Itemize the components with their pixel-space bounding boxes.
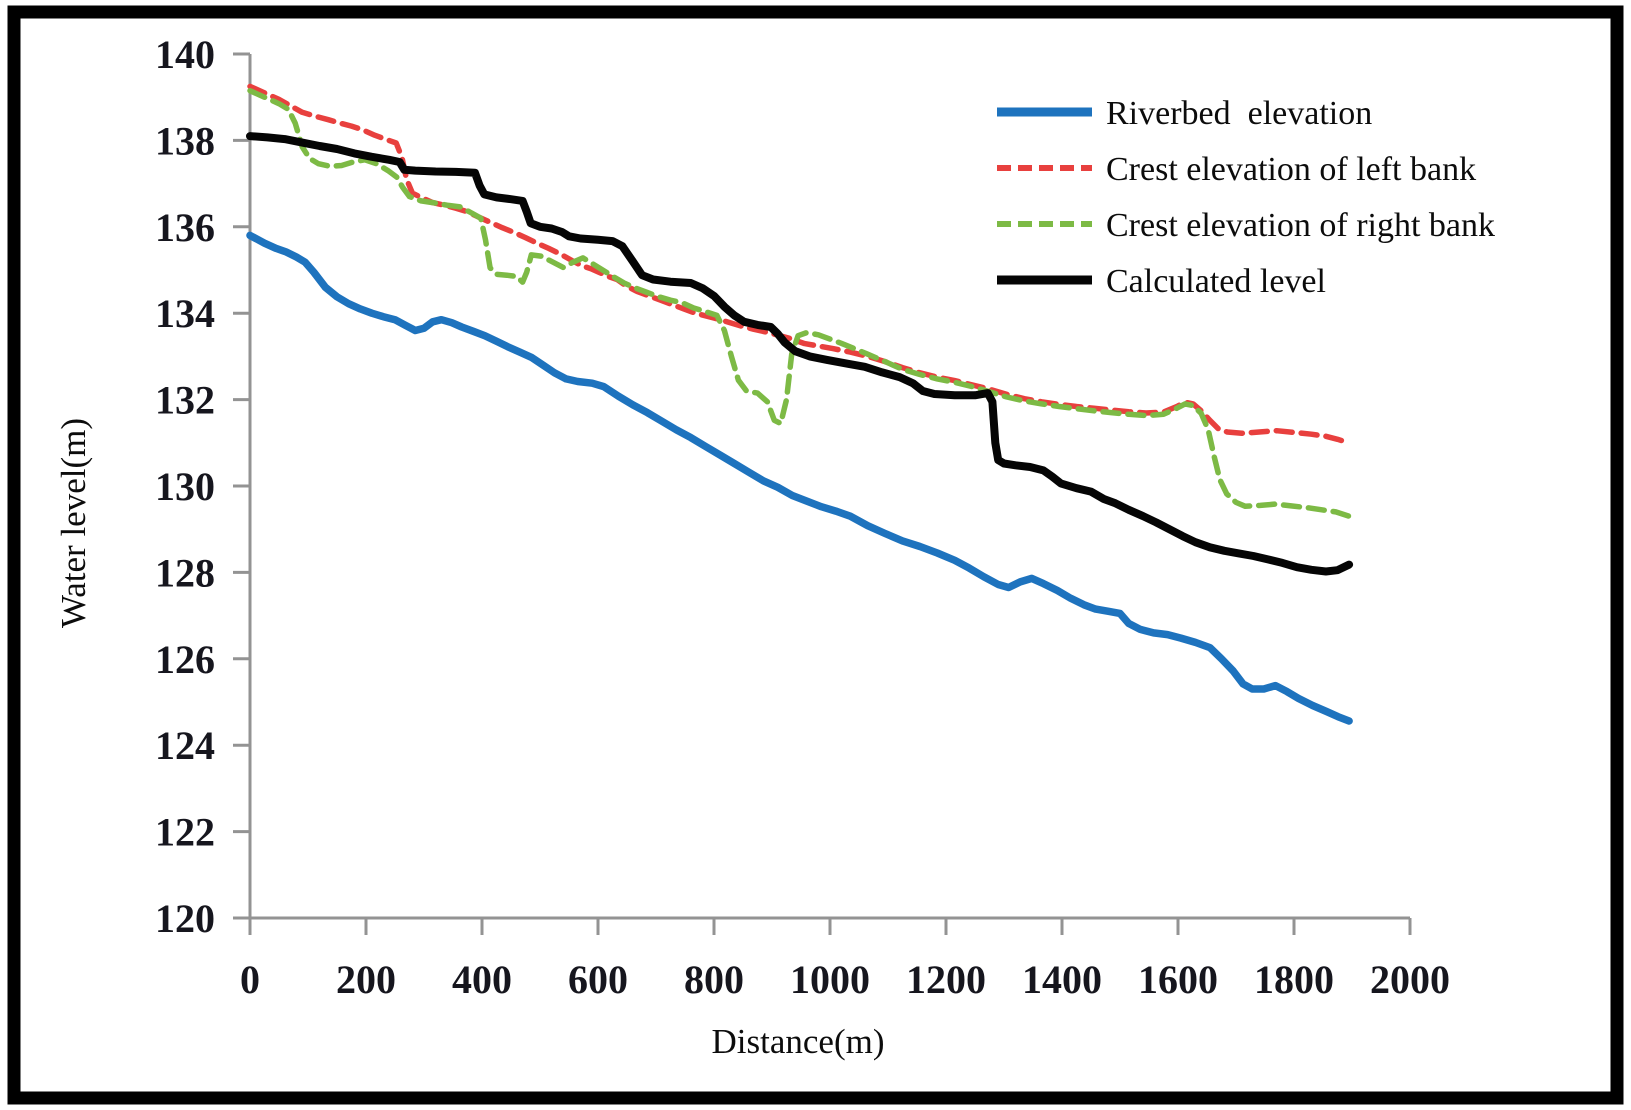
legend-item-calculated-level: Calculated level xyxy=(997,263,1326,300)
legend-label-crest-right-bank: Crest elevation of right bank xyxy=(1106,207,1495,244)
y-tick-label: 130 xyxy=(155,464,215,509)
x-tick-label: 600 xyxy=(568,957,628,1002)
x-tick-label: 200 xyxy=(336,957,396,1002)
y-axis-title: Water level(m) xyxy=(54,418,93,628)
legend-item-riverbed-elevation: Riverbed elevation xyxy=(997,95,1372,132)
y-tick-label: 136 xyxy=(155,205,215,250)
x-tick-label: 1400 xyxy=(1022,957,1102,1002)
x-tick-label: 1200 xyxy=(906,957,986,1002)
series-calculated-level-line xyxy=(246,132,1354,576)
legend-item-crest-left-bank: Crest elevation of left bank xyxy=(997,151,1476,188)
x-tick-label: 0 xyxy=(240,957,260,1002)
x-axis-title: Distance(m) xyxy=(712,1022,885,1061)
x-tick-label: 400 xyxy=(452,957,512,1002)
y-tick-label: 124 xyxy=(155,723,215,768)
x-tick-label: 1600 xyxy=(1138,957,1218,1002)
legend: Riverbed elevation Crest elevation of le… xyxy=(997,95,1495,300)
y-tick-label: 134 xyxy=(155,291,215,336)
series-crest-elevation-of-right-bank-line xyxy=(247,87,1352,519)
y-tick-label: 122 xyxy=(155,810,215,855)
y-tick-label: 132 xyxy=(155,378,215,423)
x-tick-label: 1800 xyxy=(1254,957,1334,1002)
y-tick-label: 120 xyxy=(155,896,215,941)
x-tick-label: 2000 xyxy=(1370,957,1450,1002)
legend-label-riverbed-elevation: Riverbed elevation xyxy=(1106,95,1372,132)
legend-label-calculated-level: Calculated level xyxy=(1106,263,1326,300)
figure-border xyxy=(7,5,1624,1105)
legend-label-crest-left-bank: Crest elevation of left bank xyxy=(1106,151,1476,188)
series-riverbed-elevation-line xyxy=(246,231,1353,725)
x-tick-label: 800 xyxy=(684,957,744,1002)
legend-item-crest-right-bank: Crest elevation of right bank xyxy=(997,207,1495,244)
y-tick-label: 138 xyxy=(155,118,215,163)
y-tick-label: 140 xyxy=(155,32,215,77)
y-tick-label: 126 xyxy=(155,637,215,682)
x-tick-label: 1000 xyxy=(790,957,870,1002)
y-tick-label: 128 xyxy=(155,550,215,595)
series-lines xyxy=(246,83,1354,725)
